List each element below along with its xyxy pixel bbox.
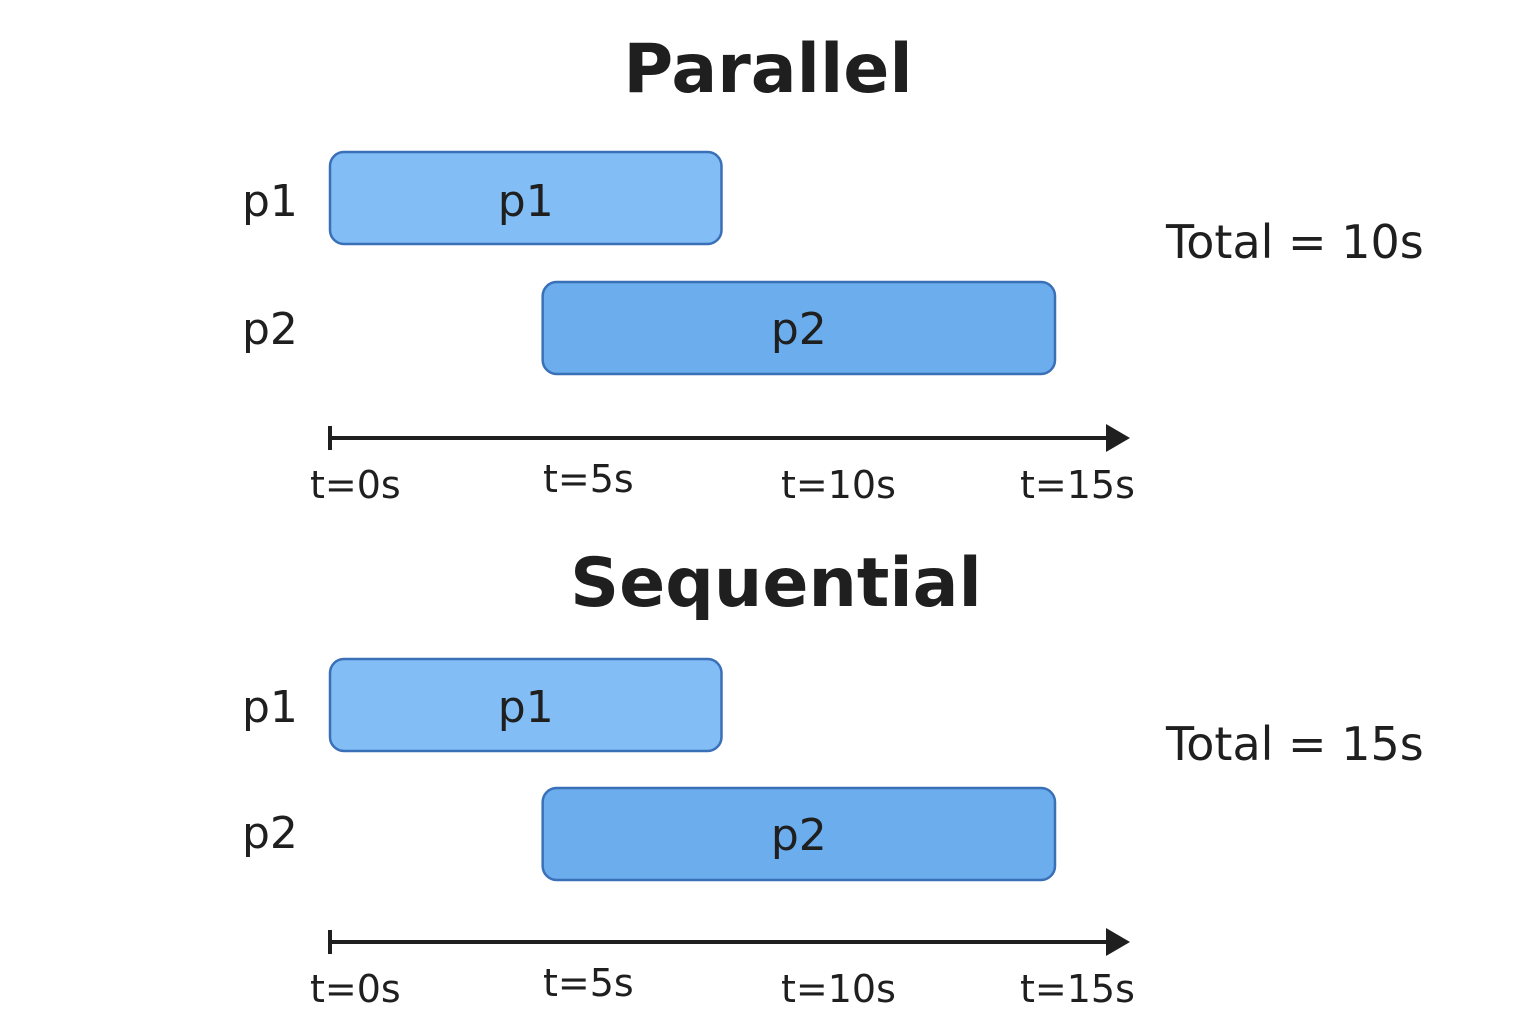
axis-arrowhead [1106, 928, 1130, 956]
time-axis [328, 424, 1130, 452]
row-label-p2: p2 [242, 304, 298, 355]
tick-label: t=15s [1020, 967, 1135, 1011]
total-duration: Total = 15s [1165, 717, 1424, 771]
tick-label: t=5s [543, 457, 634, 501]
bar-p1 [328, 150, 723, 246]
bar-label-p1: p1 [498, 682, 554, 733]
axis-arrowhead [1106, 424, 1130, 452]
row-label-p1: p1 [242, 176, 298, 227]
panel-sequential: Sequential p1 p1 p2 p2 t=0s t=5s t=10s t… [242, 544, 1424, 1011]
bar-label-p1: p1 [498, 176, 554, 227]
bar-p2 [541, 280, 1057, 376]
tick-label: t=15s [1020, 463, 1135, 507]
time-axis [328, 928, 1130, 956]
row-label-p2: p2 [242, 808, 298, 859]
bar-p2 [541, 786, 1057, 882]
panel-parallel: Parallel p1 p1 p2 p2 t=0s t=5s t=10s t=1… [242, 30, 1424, 507]
tick-label: t=0s [310, 463, 401, 507]
bar-label-p2: p2 [771, 304, 827, 355]
tick-label: t=10s [781, 967, 896, 1011]
bar-p1 [328, 657, 723, 753]
row-label-p1: p1 [242, 682, 298, 733]
tick-label: t=10s [781, 463, 896, 507]
tick-label: t=0s [310, 967, 401, 1011]
panel-title: Parallel [623, 30, 912, 109]
tick-label: t=5s [543, 961, 634, 1005]
total-duration: Total = 10s [1165, 215, 1424, 269]
bar-label-p2: p2 [771, 810, 827, 861]
panel-title: Sequential [570, 544, 982, 623]
